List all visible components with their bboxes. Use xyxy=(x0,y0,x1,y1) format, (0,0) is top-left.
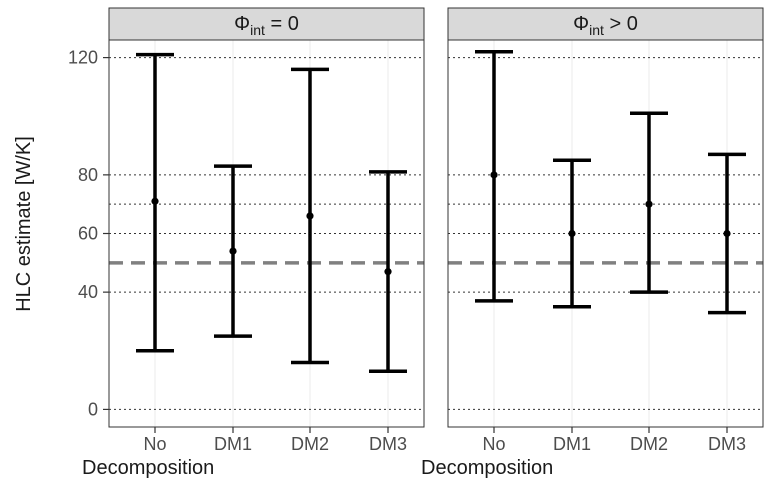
facet-panel: Φint > 0 No DM1 DM2 DM3 Decomposition xyxy=(421,7,764,479)
panel-border xyxy=(447,39,764,428)
strip-relation: > 0 xyxy=(604,13,638,35)
point-estimate xyxy=(490,171,498,179)
error-bar xyxy=(291,67,329,365)
y-tick-label: 120 xyxy=(68,48,98,68)
point-estimate xyxy=(723,229,731,238)
x-axis-title: Decomposition xyxy=(421,457,553,479)
strip-subscript: int xyxy=(250,22,265,38)
x-tick-label: DM2 xyxy=(291,434,329,454)
error-bar xyxy=(475,49,513,303)
y-axis-ticks: 0 40 60 80 120 xyxy=(68,48,109,419)
error-bar xyxy=(136,52,174,353)
x-tick-label: DM3 xyxy=(708,434,746,454)
facet-panel: Φint = 0 No DM1 DM2 DM3 Decomposition xyxy=(82,7,425,479)
panel-background xyxy=(109,40,424,427)
strip-symbol: Φ xyxy=(234,13,250,35)
y-tick-label: 40 xyxy=(78,282,98,302)
point-estimate xyxy=(306,212,314,220)
panel-border xyxy=(108,39,425,428)
error-bar xyxy=(214,164,252,338)
facet-strip xyxy=(108,7,425,41)
strip-relation: = 0 xyxy=(265,13,299,35)
error-bar xyxy=(369,170,407,374)
point-estimate xyxy=(568,229,576,238)
x-tick-label: No xyxy=(482,434,505,454)
y-tick-label: 0 xyxy=(88,399,98,419)
error-bar xyxy=(708,152,746,315)
x-tick-label: DM1 xyxy=(553,434,591,454)
point-estimate xyxy=(151,197,159,205)
point-estimate xyxy=(229,247,237,255)
panel-background xyxy=(448,40,763,427)
error-bar xyxy=(553,158,591,309)
facet-strip-label: Φint = 0 xyxy=(234,13,299,38)
x-tick-label: No xyxy=(143,434,166,454)
y-tick-label: 80 xyxy=(78,165,98,185)
error-bar xyxy=(630,111,668,294)
facet-strip-label: Φint > 0 xyxy=(573,13,638,38)
point-estimate xyxy=(645,200,653,208)
strip-subscript: int xyxy=(589,22,604,38)
point-estimate xyxy=(384,268,392,276)
x-axis-title: Decomposition xyxy=(82,457,214,479)
x-tick-label: DM1 xyxy=(214,434,252,454)
x-tick-label: DM2 xyxy=(630,434,668,454)
x-tick-label: DM3 xyxy=(369,434,407,454)
y-axis-title: HLC estimate [W/K] xyxy=(13,136,35,312)
strip-symbol: Φ xyxy=(573,13,589,35)
y-tick-label: 60 xyxy=(78,224,98,244)
